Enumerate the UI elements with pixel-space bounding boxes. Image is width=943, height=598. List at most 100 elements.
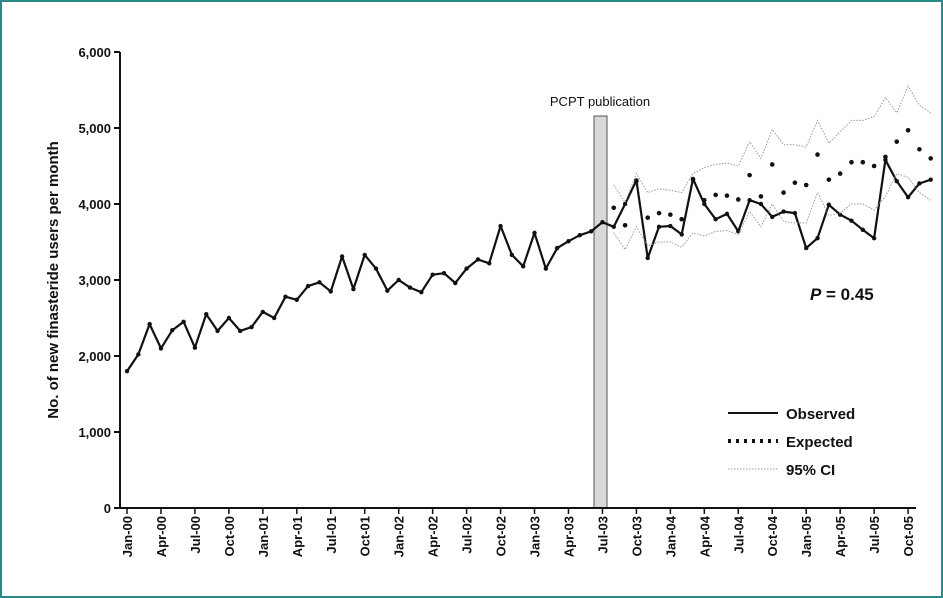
x-tick-label: Jan-05	[799, 516, 814, 557]
observed-point	[464, 266, 469, 271]
observed-point	[917, 181, 922, 186]
expected-point	[917, 146, 922, 152]
observed-point	[305, 283, 311, 289]
observed-point	[679, 232, 684, 237]
observed-point	[781, 209, 786, 214]
observed-point	[249, 324, 254, 330]
x-tick-label: Oct-01	[358, 516, 373, 556]
observed-point	[396, 277, 401, 283]
observed-point	[724, 211, 730, 217]
observed-point	[747, 198, 752, 203]
observed-point	[328, 289, 333, 294]
observed-point	[815, 236, 820, 241]
legend-label: Observed	[786, 406, 855, 423]
observed-point	[532, 230, 537, 236]
observed-point	[441, 270, 447, 276]
x-tick-label: Jul-04	[731, 515, 746, 553]
observed-point	[758, 201, 764, 207]
expected-point	[849, 159, 854, 165]
observed-point	[894, 179, 899, 184]
observed-point	[362, 252, 367, 258]
y-tick-label: 1,000	[78, 425, 111, 440]
observed-point	[577, 232, 582, 238]
observed-point	[170, 327, 175, 333]
expected-point	[826, 177, 832, 182]
observed-point	[204, 312, 209, 317]
observed-point	[226, 315, 232, 321]
expected-point	[713, 192, 718, 198]
ci-line	[613, 172, 931, 251]
y-tick-label: 2,000	[78, 349, 111, 364]
observed-point	[566, 239, 571, 244]
observed-point	[373, 266, 379, 271]
expected-point	[905, 127, 911, 133]
x-tick-label: Oct-04	[765, 515, 780, 556]
x-tick-label: Jan-02	[392, 516, 407, 557]
p-symbol: P	[810, 285, 822, 304]
observed-line	[126, 158, 932, 372]
expected-point	[747, 172, 752, 178]
observed-point	[339, 254, 345, 259]
expected-point	[724, 193, 730, 198]
observed-point	[215, 328, 220, 334]
x-tick-label: Jul-05	[867, 516, 882, 554]
x-tick-label: Apr-00	[154, 516, 169, 557]
x-tick-label: Apr-04	[697, 515, 712, 557]
observed-point	[656, 224, 662, 229]
observed-point	[136, 352, 141, 357]
observed-point	[407, 285, 413, 290]
observed-point	[713, 217, 718, 222]
y-tick-label: 0	[104, 501, 111, 516]
observed-point	[554, 245, 560, 251]
observed-point	[543, 266, 549, 271]
observed-point	[498, 223, 503, 229]
observed-point	[645, 255, 650, 261]
observed-point	[351, 286, 356, 292]
y-tick-label: 6,000	[78, 45, 111, 60]
ci-line	[613, 85, 931, 204]
expected-point	[622, 222, 628, 228]
observed-point	[385, 288, 390, 293]
observed-point	[860, 227, 865, 233]
expected-point	[928, 156, 934, 161]
observed-point	[283, 294, 288, 299]
x-tick-label: Oct-02	[494, 516, 509, 556]
observed-point	[238, 328, 243, 334]
expected-point	[656, 210, 662, 216]
observed-point	[521, 264, 526, 269]
expected-point	[735, 197, 741, 202]
expected-point	[611, 205, 617, 211]
expected-point	[837, 171, 843, 176]
expected-point	[871, 163, 877, 169]
x-tick-label: Jul-00	[188, 516, 203, 554]
x-tick-label: Jan-01	[256, 516, 271, 557]
observed-point	[430, 272, 435, 277]
observed-point	[453, 280, 458, 286]
observed-point	[475, 257, 481, 262]
observed-point	[849, 218, 854, 223]
observed-point	[294, 297, 299, 302]
y-axis-label: No. of new finasteride users per month	[45, 141, 62, 419]
x-tick-label: Oct-00	[222, 516, 237, 556]
expected-point	[634, 178, 639, 184]
expected-point	[792, 180, 798, 186]
observed-point	[792, 210, 798, 216]
observed-point	[158, 346, 164, 351]
expected-point	[758, 194, 764, 199]
expected-point	[860, 159, 866, 165]
observed-point	[271, 315, 277, 321]
observed-point	[487, 261, 492, 266]
x-tick-label: Jan-03	[528, 516, 543, 557]
observed-point	[419, 289, 424, 295]
y-tick-label: 5,000	[78, 121, 111, 136]
expected-point	[781, 190, 786, 195]
observed-point	[770, 214, 775, 220]
x-tick-label: Jul-01	[324, 516, 339, 554]
observed-point	[317, 280, 322, 285]
expected-point	[815, 152, 820, 157]
y-tick-label: 4,000	[78, 197, 111, 212]
p-value: = 0.45	[826, 285, 874, 304]
observed-point	[124, 369, 130, 374]
